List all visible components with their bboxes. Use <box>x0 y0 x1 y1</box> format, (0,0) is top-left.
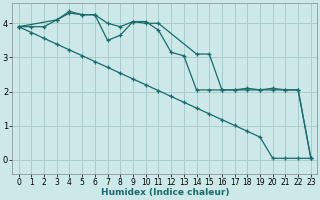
X-axis label: Humidex (Indice chaleur): Humidex (Indice chaleur) <box>100 188 229 197</box>
